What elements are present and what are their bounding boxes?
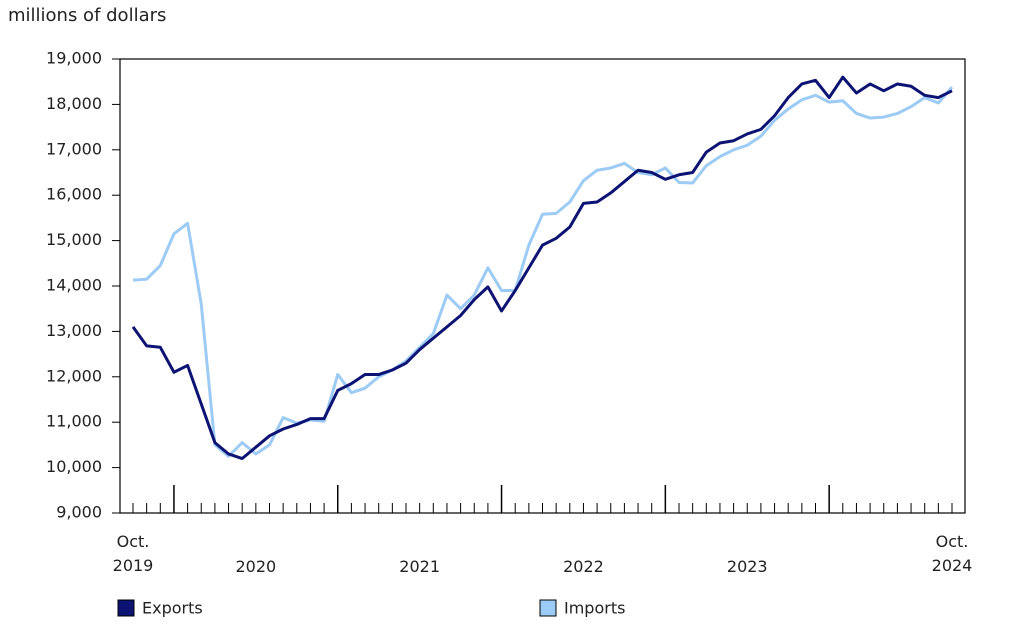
y-tick-label: 13,000	[46, 321, 102, 340]
y-tick-label: 16,000	[46, 185, 102, 204]
y-axis-title: millions of dollars	[8, 5, 166, 26]
y-tick-label: 14,000	[46, 276, 102, 295]
y-tick-label: 10,000	[46, 457, 102, 476]
x-tick-label: Oct. 2024	[931, 532, 973, 575]
y-tick-label: 12,000	[46, 366, 102, 385]
legend-label: Imports	[564, 599, 625, 618]
series-line	[132, 86, 954, 458]
series-line	[131, 75, 953, 461]
y-tick-label: 11,000	[46, 412, 102, 431]
x-tick-label: Oct. 2019	[112, 532, 154, 575]
y-tick-label: 19,000	[46, 49, 102, 68]
x-tick-label: 2020	[235, 557, 277, 576]
y-tick-label: 9,000	[56, 503, 102, 522]
legend-label: Exports	[142, 599, 203, 618]
x-tick-label: 2022	[563, 557, 604, 576]
y-tick-label: 15,000	[46, 230, 102, 249]
x-tick-label: 2021	[399, 557, 440, 576]
y-tick-label: 18,000	[46, 94, 102, 113]
x-tick-label: 2023	[726, 557, 768, 576]
legend-swatch	[539, 599, 557, 617]
y-tick-label: 17,000	[46, 139, 102, 158]
legend-swatch	[117, 599, 135, 617]
